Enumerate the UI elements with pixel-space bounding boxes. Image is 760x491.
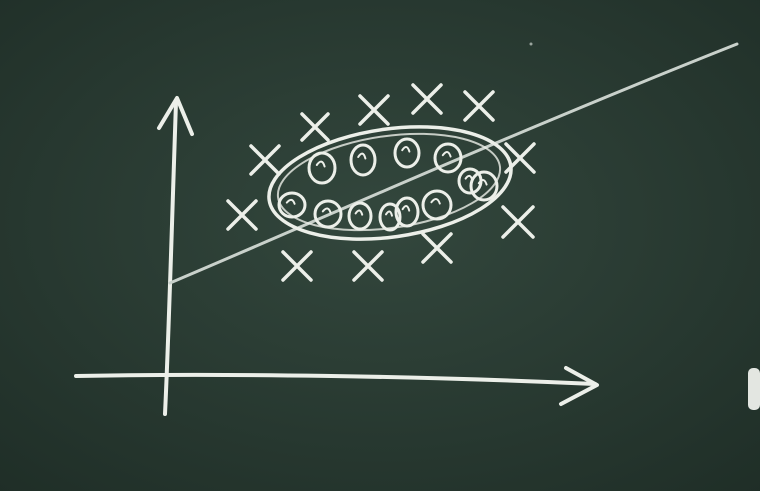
x-axis-line <box>74 372 597 386</box>
cross-point <box>411 83 443 115</box>
x-axis-arrowhead <box>559 366 599 406</box>
cross-point <box>501 205 535 239</box>
cross-point <box>300 112 330 142</box>
chalk-speck <box>529 42 533 46</box>
cross-point <box>281 250 313 282</box>
circle-point <box>277 191 307 219</box>
circle-point <box>393 137 421 169</box>
circle-point <box>457 167 483 195</box>
board-edge-object <box>748 368 760 410</box>
cross-point <box>421 232 453 264</box>
decision-line <box>168 42 739 285</box>
circle-point <box>313 199 343 229</box>
y-axis-arrowhead <box>157 96 194 136</box>
circle-point <box>378 202 402 232</box>
cross-point <box>352 250 384 282</box>
cross-point <box>249 144 281 176</box>
circle-point <box>307 151 337 185</box>
circle-points <box>277 137 499 232</box>
circle-point <box>394 196 420 228</box>
cross-point <box>504 142 536 174</box>
cross-point <box>463 90 495 122</box>
circle-point <box>433 142 463 174</box>
circle-point <box>347 201 373 231</box>
cross-point <box>358 94 390 126</box>
cross-points <box>226 83 536 282</box>
linear-boundary <box>168 42 739 285</box>
circle-point <box>349 143 377 177</box>
circle-point <box>421 189 453 221</box>
cross-point <box>226 199 258 231</box>
